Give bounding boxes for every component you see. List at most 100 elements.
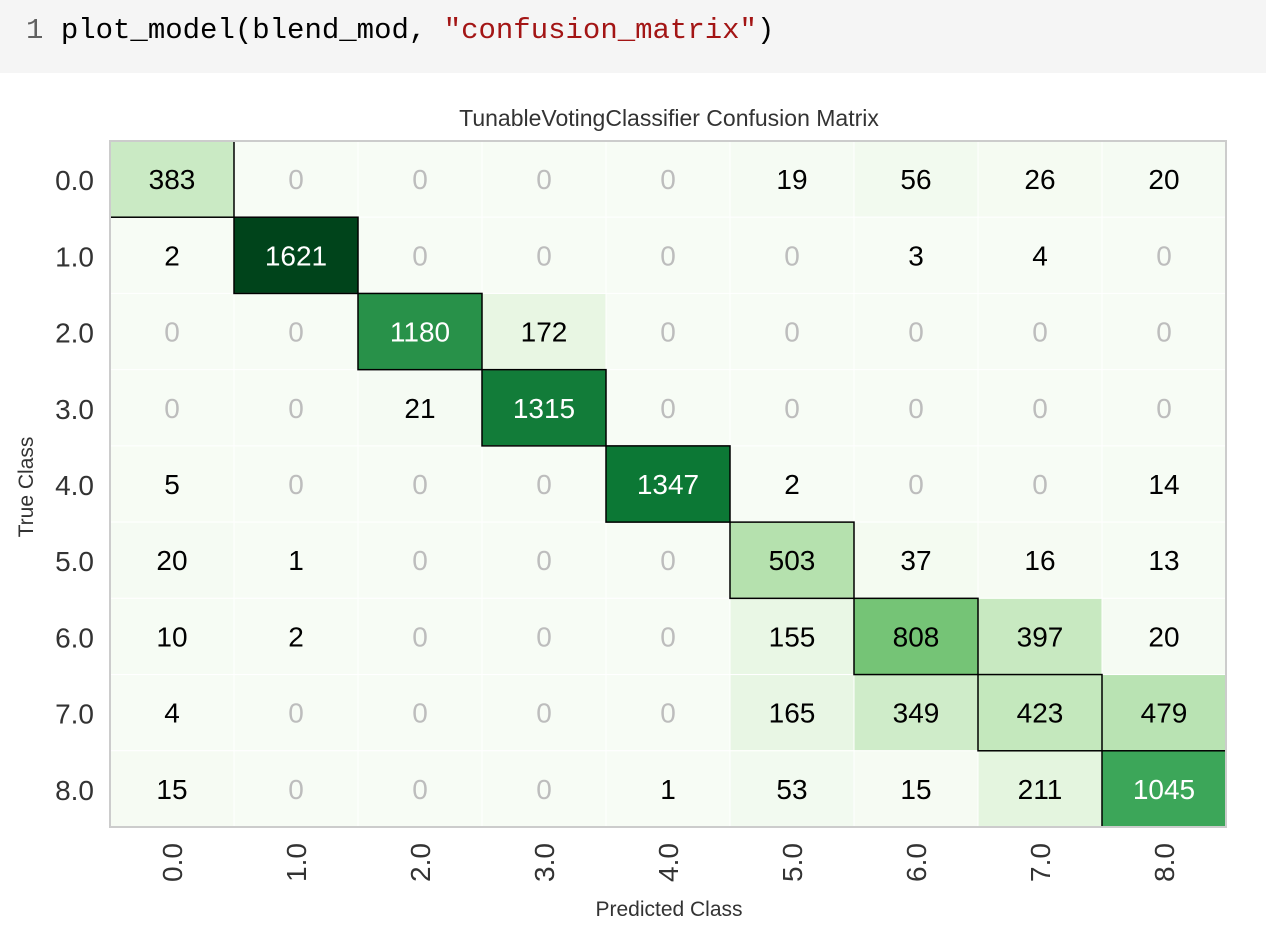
heatmap-cell <box>233 597 359 676</box>
heatmap-cell <box>853 750 979 828</box>
y-tick-label: 0.0 <box>55 165 94 196</box>
cell-value-label: 0 <box>1156 393 1172 424</box>
cell-value-label: 0 <box>536 621 552 652</box>
cell-value-label: 0 <box>660 393 676 424</box>
cell-value-label: 0 <box>288 698 304 729</box>
cell-value-label: 155 <box>769 621 816 652</box>
cell-value-label: 0 <box>536 698 552 729</box>
diagonal-cell-outline <box>853 597 979 676</box>
cell-value-label: 37 <box>900 545 931 576</box>
cell-value-label: 0 <box>908 469 924 500</box>
heatmap-cell <box>357 216 483 294</box>
cell-value-label: 13 <box>1148 545 1179 576</box>
y-tick-labels: 0.0 1.0 2.0 3.0 4.0 5.0 6.0 7.0 8.0 <box>55 165 94 806</box>
cell-value-label: 0 <box>1156 240 1172 271</box>
cell-value-label: 20 <box>1148 621 1179 652</box>
cell-value-label: 0 <box>412 164 428 195</box>
x-tick-label: 6.0 <box>901 843 932 882</box>
code-cell[interactable]: 1 plot_model(blend_mod, "confusion_matri… <box>0 0 1266 73</box>
cell-value-label: 0 <box>536 774 552 805</box>
heatmap-cell <box>977 369 1103 447</box>
x-tick-label: 4.0 <box>653 843 684 882</box>
diagonal-cell-outline <box>233 216 359 295</box>
heatmap-cell <box>853 445 979 523</box>
heatmap-cell <box>233 369 359 447</box>
cell-value-label: 0 <box>412 469 428 500</box>
heatmap-cell <box>109 674 235 752</box>
x-axis-label: Predicted Class <box>595 898 742 921</box>
cell-value-label: 808 <box>893 621 940 652</box>
cell-value-label: 0 <box>660 698 676 729</box>
cell-value-label: 211 <box>1018 774 1063 805</box>
heatmap-cell <box>109 445 235 523</box>
code-suffix: ) <box>756 14 775 47</box>
heatmap-cell <box>357 292 483 371</box>
cell-value-label: 172 <box>521 317 568 348</box>
cell-value-label: 0 <box>288 393 304 424</box>
cell-value-label: 0 <box>784 317 800 348</box>
cell-value-label: 0 <box>908 393 924 424</box>
heatmap-cell <box>233 750 359 828</box>
heatmap-cell <box>481 521 607 599</box>
y-axis-label: True Class <box>15 437 38 538</box>
cell-value-label: 10 <box>156 621 187 652</box>
cell-value-label: 0 <box>288 469 304 500</box>
cell-value-label: 1045 <box>1133 774 1195 805</box>
cell-value-label: 0 <box>288 317 304 348</box>
cell-value-label: 0 <box>660 621 676 652</box>
heatmap-cell <box>853 216 979 294</box>
heatmap-cell <box>109 216 235 294</box>
cell-value-label: 0 <box>536 545 552 576</box>
cell-value-label: 397 <box>1017 621 1064 652</box>
heatmap-cell <box>977 216 1103 294</box>
heatmap-cell <box>233 521 359 599</box>
cell-value-label: 479 <box>1141 698 1188 729</box>
cell-value-label: 0 <box>536 469 552 500</box>
heatmap-cell-labels: 383 0 0 0 0 19 56 26 202 1621 0 0 0 0 3 4 00 0 1180 172 0 0 0 0… <box>149 164 1196 805</box>
y-tick-label: 8.0 <box>55 775 94 806</box>
cell-value-label: 20 <box>1148 164 1179 195</box>
code-string-literal: "confusion_matrix" <box>443 14 757 47</box>
cell-value-label: 423 <box>1017 698 1064 729</box>
heatmap-cell <box>853 597 979 676</box>
heatmap-cell <box>109 521 235 599</box>
cell-value-label: 0 <box>412 621 428 652</box>
cell-value-label: 3 <box>908 240 924 271</box>
cell-value-label: 0 <box>660 240 676 271</box>
heatmap-cell <box>605 140 731 218</box>
heatmap-cell <box>481 750 607 828</box>
cell-value-label: 0 <box>660 164 676 195</box>
cell-value-label: 21 <box>404 393 435 424</box>
cell-value-label: 165 <box>769 698 816 729</box>
cell-value-label: 349 <box>893 698 940 729</box>
heatmap-cell <box>481 445 607 523</box>
line-number: 1 <box>26 14 44 47</box>
heatmap-cell <box>1101 369 1227 447</box>
cell-value-label: 2 <box>784 469 800 500</box>
heatmap-cell <box>1101 521 1227 599</box>
cell-value-label: 0 <box>908 317 924 348</box>
heatmap-cell <box>729 140 855 218</box>
heatmap-cell <box>1101 216 1227 294</box>
cell-value-label: 0 <box>660 317 676 348</box>
cell-value-label: 5 <box>164 469 180 500</box>
y-tick-label: 5.0 <box>55 546 94 577</box>
heatmap-cell <box>109 292 235 371</box>
heatmap-cell <box>1101 445 1227 523</box>
cell-value-label: 56 <box>900 164 931 195</box>
heatmap-cell <box>357 597 483 676</box>
heatmap-cell <box>109 597 235 676</box>
cell-value-label: 1621 <box>265 240 327 271</box>
diagonal-cell-outline <box>357 292 483 371</box>
cell-value-label: 0 <box>412 240 428 271</box>
cell-value-label: 0 <box>288 164 304 195</box>
cell-value-label: 383 <box>149 164 196 195</box>
cell-value-label: 1 <box>288 545 304 576</box>
heatmap-cell <box>357 750 483 828</box>
cell-value-label: 4 <box>1032 240 1048 271</box>
heatmap-cell <box>109 140 235 218</box>
x-tick-label: 2.0 <box>405 843 436 882</box>
heatmap-cell <box>977 140 1103 218</box>
heatmap-cell <box>853 674 979 752</box>
cell-value-label: 0 <box>536 240 552 271</box>
